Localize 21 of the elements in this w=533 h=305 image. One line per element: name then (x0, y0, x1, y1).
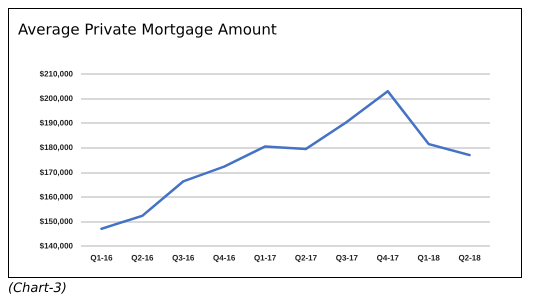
x-tick-label: Q1-18 (418, 254, 440, 262)
y-tick-label: $160,000 (40, 192, 74, 202)
y-tick-label: $210,000 (40, 70, 74, 78)
x-tick-label: Q2-16 (131, 254, 154, 262)
x-tick-label: Q4-16 (213, 254, 236, 262)
y-tick-label: $170,000 (40, 168, 74, 177)
y-tick-label: $190,000 (40, 118, 74, 128)
x-tick-label: Q1-16 (90, 254, 114, 262)
x-tick-label: Q4-17 (376, 254, 400, 262)
x-tick-label: Q2-17 (294, 254, 318, 262)
x-tick-label: Q3-17 (336, 254, 359, 262)
y-tick-label: $140,000 (40, 242, 74, 250)
y-tick-label: $150,000 (40, 216, 74, 226)
x-tick-label: Q1-17 (254, 254, 277, 262)
y-tick-label: $180,000 (40, 143, 74, 152)
chart-title: Average Private Mortgage Amount (18, 20, 277, 38)
x-tick-label: Q2-18 (458, 254, 482, 262)
text: (Chart-3) (8, 281, 68, 296)
line-series (100, 90, 471, 230)
x-tick-label: Q3-16 (172, 254, 195, 262)
y-tick-label: $200,000 (40, 94, 74, 104)
